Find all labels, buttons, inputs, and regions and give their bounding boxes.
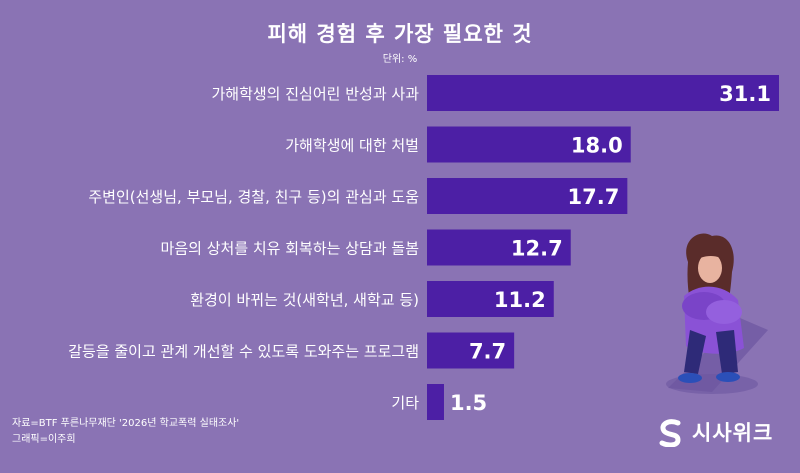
- bar-0: [427, 75, 779, 111]
- credit-text: 그래픽=이주희: [12, 434, 76, 445]
- publisher-logo-icon: [659, 419, 681, 447]
- value-label-6: 1.5: [450, 391, 487, 415]
- value-label-2: 17.7: [568, 185, 620, 209]
- unit-label: 단위: %: [382, 54, 418, 65]
- category-label-0: 가해학생의 진심어린 반성과 사과: [211, 85, 419, 103]
- value-label-5: 7.7: [469, 340, 506, 364]
- publisher-logo-text: 시사위크: [692, 421, 774, 445]
- bar-6: [427, 384, 444, 420]
- publisher-logo[interactable]: 시사위크: [656, 417, 773, 447]
- source-note: 자료=BTF 푸른나무재단 '2026년 학교폭력 실태조사' 그래픽=이주희: [12, 416, 239, 448]
- bar-3: [427, 229, 571, 266]
- category-label-3: 마음의 상처를 치유 회복하는 상담과 돌봄: [161, 240, 419, 258]
- sad-student-illustration: [666, 233, 768, 394]
- value-label-1: 18.0: [571, 134, 623, 158]
- bar-4: [427, 281, 554, 317]
- value-label-3: 12.7: [511, 237, 563, 261]
- bar-5: [427, 332, 515, 369]
- category-label-4: 환경이 바뀌는 것(새학년, 새학교 등): [190, 291, 419, 309]
- category-label-1: 가해학생에 대한 처벌: [285, 137, 419, 155]
- value-label-0: 31.1: [719, 82, 771, 106]
- source-text: 자료=BTF 푸른나무재단 '2026년 학교폭력 실태조사': [12, 418, 240, 429]
- bar-1: [427, 126, 631, 163]
- category-label-5: 갈등을 줄이고 관계 개선할 수 있도록 도와주는 프로그램: [68, 343, 419, 361]
- value-label-4: 11.2: [494, 288, 546, 312]
- bar-2: [427, 178, 628, 214]
- category-label-2: 주변인(선생님, 부모님, 경찰, 친구 등)의 관심과 도움: [88, 188, 419, 206]
- category-label-6: 기타: [391, 394, 419, 412]
- chart-title: 피해 경험 후 가장 필요한 것: [267, 22, 533, 46]
